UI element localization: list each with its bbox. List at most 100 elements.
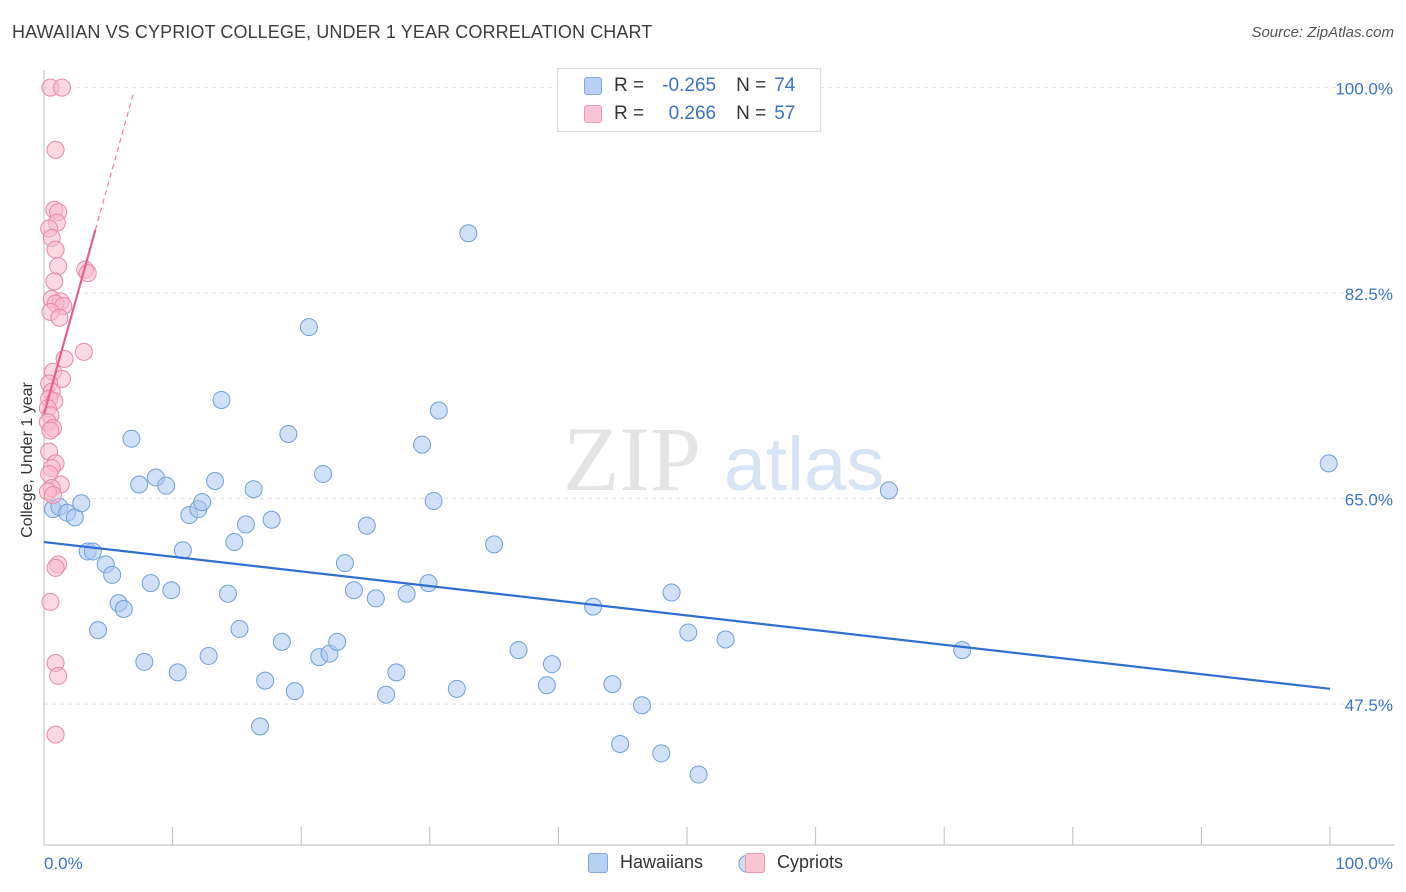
legend-r-value: -0.265 [662, 75, 717, 96]
cypriots-point [49, 257, 68, 276]
cypriots-point [46, 140, 65, 159]
x-tick-label-min: 0.0% [44, 854, 83, 873]
hawaiians-swatch [584, 77, 602, 95]
hawaiians-point [447, 679, 466, 698]
hawaiians-point [157, 476, 176, 495]
axes [43, 70, 1395, 846]
hawaiians-point [262, 510, 281, 529]
hawaiians-point [584, 597, 603, 616]
hawaiians-point [679, 623, 698, 642]
y-tick-label: 65.0% [1345, 491, 1393, 510]
hawaiians-point [279, 425, 298, 444]
hawaiians-point [953, 641, 972, 660]
hawaiians-point [632, 696, 651, 715]
cypriots-point [53, 78, 72, 97]
x-tick-label-max: 100.0% [1335, 854, 1393, 873]
hawaiians-point [611, 735, 630, 754]
hawaiians-point [244, 480, 263, 499]
hawaiians-point [662, 583, 681, 602]
cypriots-point [74, 342, 93, 361]
cypriots-point [46, 240, 65, 259]
hawaiians-point [83, 542, 102, 561]
hawaiians-point [256, 671, 275, 690]
y-tick-label: 82.5% [1345, 285, 1393, 304]
hawaiians-point [366, 589, 385, 608]
hawaiians-point [122, 429, 141, 448]
hawaiians-trend-line [43, 540, 1331, 690]
hawaiians-point [542, 655, 561, 674]
hawaiians-point [1319, 454, 1338, 473]
cypriots-point [45, 272, 64, 291]
hawaiians-point [328, 632, 347, 651]
hawaiians-point [387, 663, 406, 682]
watermark-zip: ZIP [563, 408, 701, 510]
hawaiians-point [485, 535, 504, 554]
hawaiians-point [251, 717, 270, 736]
hawaiians-point [199, 646, 218, 665]
hawaiians-point [314, 464, 333, 483]
cypriots-point [46, 725, 65, 744]
hawaiians-point [716, 630, 735, 649]
hawaiians-point [344, 581, 363, 600]
hawaiians-point [603, 675, 622, 694]
hawaiians-point [218, 584, 237, 603]
legend-item-cypriots: Cypriots [745, 852, 843, 873]
hawaiians-point [689, 765, 708, 784]
hawaiians-point [413, 435, 432, 454]
legend-row-hawaiians: R = -0.265 N = 74 [584, 74, 795, 98]
hawaiians-point [419, 574, 438, 593]
hawaiians-point [114, 599, 133, 618]
hawaiians-point [72, 494, 91, 513]
hawaiians-point [509, 641, 528, 660]
hawaiians-point [459, 224, 478, 243]
hawaiians-legend-swatch [588, 852, 608, 873]
hawaiians-point [168, 663, 187, 682]
hawaiians-point [335, 554, 354, 573]
legend-n-value: 74 [774, 75, 796, 96]
x-tick-labels: 0.0% 100.0% [44, 854, 1393, 873]
cypriots-point [49, 666, 68, 685]
y-tick-label: 100.0% [1335, 80, 1393, 99]
hawaiians-point [141, 574, 160, 593]
y-tick-label: 47.5% [1345, 696, 1393, 715]
hawaiians-point [206, 471, 225, 490]
hawaiians-point [89, 621, 108, 640]
legend-n-label: N = [736, 103, 767, 124]
y-tick-labels: 47.5% 65.0% 82.5% 100.0% [1335, 80, 1393, 715]
chart-title: HAWAIIAN VS CYPRIOT COLLEGE, UNDER 1 YEA… [12, 22, 653, 42]
hawaiians-point [225, 533, 244, 552]
hawaiians-point [212, 390, 231, 409]
legend-r-value: 0.266 [668, 103, 717, 124]
cypriots-legend-swatch [745, 852, 765, 873]
hawaiians-point [193, 493, 212, 512]
hawaiians-point [162, 581, 181, 600]
hawaiians-point [230, 619, 249, 638]
hawaiians-point [652, 744, 671, 763]
gridlines [44, 87, 1395, 705]
cypriots-trend-line [42, 229, 97, 415]
hawaiians-point [130, 475, 149, 494]
hawaiians-point [285, 682, 304, 701]
cypriots-point [46, 558, 65, 577]
hawaiians-point [537, 676, 556, 695]
hawaiians-point [377, 685, 396, 704]
cypriots-points [38, 78, 97, 744]
hawaiians-point [135, 652, 154, 671]
source-label: Source: ZipAtlas.com [1251, 24, 1394, 41]
hawaiians-point [424, 491, 443, 510]
legend-n-value: 57 [774, 103, 796, 124]
legend-r-label: R = [614, 103, 645, 124]
correlation-legend: R = -0.265 N = 74 R = 0.266 N = 57 [557, 68, 821, 132]
cypriots-legend-label: Cypriots [777, 852, 844, 872]
hawaiians-point [299, 318, 318, 337]
legend-n-label: N = [736, 75, 767, 96]
y-axis-label: College, Under 1 year [19, 382, 36, 538]
cypriots-swatch [584, 105, 602, 123]
hawaiians-point [879, 481, 898, 500]
hawaiians-points [44, 224, 1338, 873]
legend-row-cypriots: R = 0.266 N = 57 [584, 102, 795, 126]
cypriots-point [50, 308, 69, 327]
cypriots-point [41, 592, 60, 611]
legend-r-label: R = [614, 75, 645, 96]
